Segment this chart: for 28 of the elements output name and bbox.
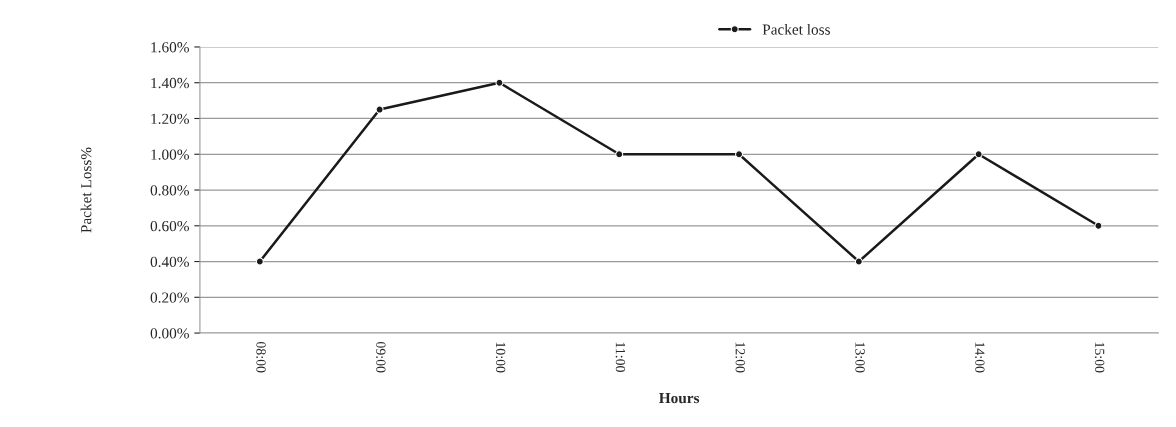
point — [615, 150, 624, 159]
x-tick-label: 14:00 — [975, 342, 985, 373]
point — [255, 257, 264, 266]
y-tick-label: 0.80% — [150, 185, 189, 196]
point — [735, 150, 744, 159]
y-axis-title: Packet Loss% — [80, 147, 92, 233]
y-tick-label: 0.60% — [150, 220, 189, 232]
x-tick-label: 12:00 — [735, 342, 745, 373]
y-tick-label: 0.20% — [150, 292, 189, 303]
y-tick-label: 1.40% — [151, 77, 189, 89]
x-tick-label: 08:00 — [256, 341, 266, 373]
x-tick-label: 15:00 — [1094, 342, 1105, 373]
point — [495, 78, 504, 87]
x-tick-label: 09:00 — [376, 341, 386, 373]
y-tick-label: 1.00% — [151, 149, 189, 160]
x-tick-label: 11:00 — [615, 342, 626, 372]
y-tick-label: 0.00% — [150, 328, 189, 339]
point — [854, 257, 863, 266]
x-tick-label: 10:00 — [495, 342, 506, 373]
y-tick-label: 1.20% — [151, 113, 189, 125]
point — [1094, 221, 1103, 230]
point — [375, 105, 384, 114]
x-axis-title: Hours — [659, 393, 700, 404]
y-tick-label: 1.60% — [151, 42, 189, 53]
x-tick-label: 13:00 — [855, 342, 865, 373]
point — [974, 150, 983, 159]
legend-label: Packet loss — [762, 23, 830, 35]
y-tick-label: 0.40% — [150, 256, 189, 268]
